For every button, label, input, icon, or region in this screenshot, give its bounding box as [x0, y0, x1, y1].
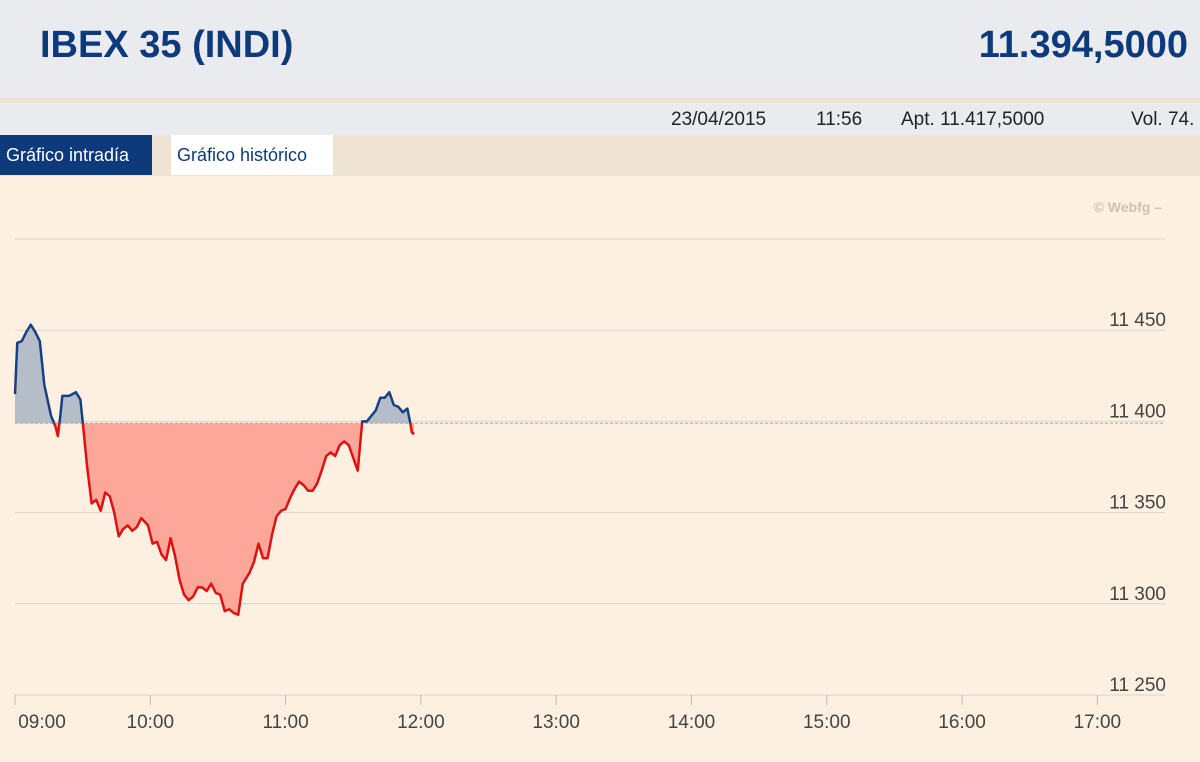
volume: Vol. 74.: [1131, 109, 1195, 130]
separator: [0, 98, 1200, 103]
y-tick-label: 11 250: [1109, 675, 1166, 696]
time: 11:56: [816, 109, 863, 130]
y-tick-label: 11 300: [1109, 584, 1166, 605]
x-tick-label: 14:00: [668, 712, 716, 733]
x-tick-label: 13:00: [532, 712, 580, 733]
y-tick-label: 11 350: [1109, 493, 1166, 514]
chart: © Webfg – 11 250 11 300 11 350 11 400 11 450…: [13, 199, 1166, 733]
index-price: 11.394,5000: [978, 24, 1188, 66]
x-tick-label: 17:00: [1074, 712, 1122, 733]
x-tick-label: 15:00: [803, 712, 851, 733]
x-tick-label: 16:00: [938, 712, 986, 733]
tab-bar: Gráfico intradía Gráfico histórico: [0, 135, 1200, 176]
index-title: IBEX 35 (INDI): [40, 24, 294, 66]
x-tick-label: 10:00: [127, 712, 175, 733]
tab[interactable]: Gráfico histórico: [171, 135, 333, 175]
date: 23/04/2015: [671, 109, 767, 130]
price-line: [13, 323, 415, 616]
x-tick-label: 09:00: [18, 712, 66, 733]
area: [15, 324, 415, 615]
y-tick-label: 11 450: [1109, 310, 1166, 331]
info-row: 23/04/2015 11:56 Apt. 11.417,5000 Vol. 7…: [0, 103, 1200, 135]
open-price: Apt. 11.417,5000: [901, 109, 1045, 130]
y-tick-label: 11 400: [1109, 401, 1166, 422]
x-tick-label: 12:00: [397, 712, 445, 733]
header: IBEX 35 (INDI) 11.394,5000: [0, 0, 1200, 98]
tab[interactable]: Gráfico intradía: [0, 135, 152, 175]
watermark: © Webfg –: [1094, 199, 1163, 215]
x-tick-label: 11:00: [263, 712, 309, 733]
